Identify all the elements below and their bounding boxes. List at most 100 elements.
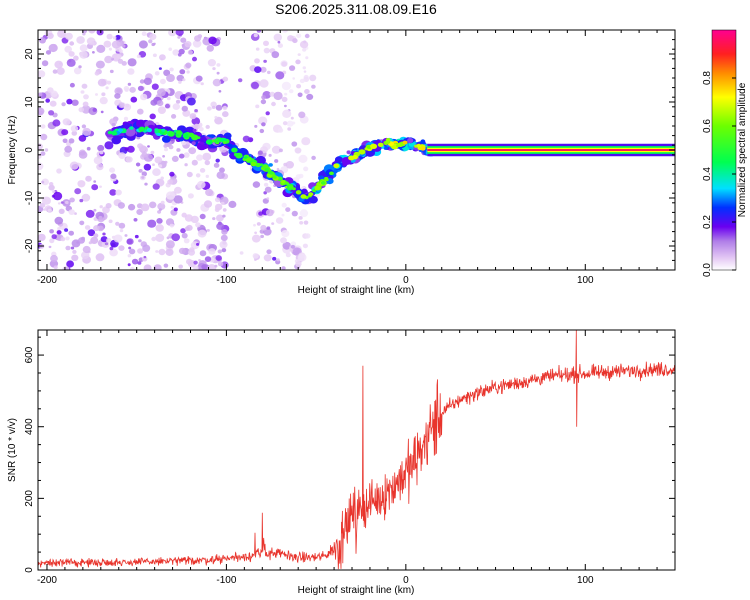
noise-blob xyxy=(207,59,216,67)
noise-blob xyxy=(305,56,309,60)
colorbar-cell xyxy=(712,111,736,113)
noise-blob xyxy=(219,240,228,249)
noise-blob xyxy=(281,96,288,103)
noise-blob xyxy=(171,233,180,242)
noise-blob xyxy=(165,248,174,256)
colorbar-cell xyxy=(712,142,736,144)
noise-blob xyxy=(118,49,123,53)
noise-blob xyxy=(298,173,304,179)
colorbar-cell xyxy=(712,187,736,189)
colorbar-cell xyxy=(712,200,736,202)
noise-blob xyxy=(45,50,52,55)
noise-blob xyxy=(134,234,139,239)
noise-blob xyxy=(81,105,91,114)
colorbar-cell xyxy=(712,172,736,174)
colorbar-cell xyxy=(712,99,736,101)
noise-blob xyxy=(170,205,174,209)
noise-blob xyxy=(74,212,77,215)
snr-marks xyxy=(38,330,675,570)
spectrogram-ytick-label: -10 xyxy=(24,190,35,205)
carrier-line xyxy=(427,149,675,151)
noise-blob xyxy=(211,105,216,109)
noise-blob xyxy=(273,33,282,42)
colorbar-cell xyxy=(712,114,736,116)
noise-blob xyxy=(197,229,207,238)
colorbar-cell xyxy=(712,155,736,157)
noise-blob xyxy=(73,67,82,75)
noise-blob xyxy=(274,159,279,163)
noise-blob xyxy=(95,60,105,69)
colorbar-cell xyxy=(712,67,736,69)
noise-blob xyxy=(53,44,57,47)
colorbar-cell xyxy=(712,185,736,187)
ridge-core xyxy=(333,163,340,169)
colorbar-cell xyxy=(712,216,736,218)
spectrogram-marks xyxy=(38,30,675,270)
noise-blob xyxy=(276,167,280,171)
noise-blob xyxy=(215,158,220,163)
noise-blob xyxy=(123,116,129,121)
noise-blob xyxy=(202,152,212,161)
colorbar-cell xyxy=(712,234,736,236)
noise-blob xyxy=(254,258,257,261)
ridge-blob xyxy=(420,139,426,144)
noise-blob xyxy=(69,161,79,170)
noise-blob xyxy=(273,91,283,101)
noise-blob xyxy=(266,197,270,200)
spectrogram-xtick-label: 100 xyxy=(577,275,594,286)
noise-blob xyxy=(54,216,64,225)
colorbar-cell xyxy=(712,65,736,67)
colorbar-cell xyxy=(712,117,736,119)
noise-blob xyxy=(222,208,227,212)
colorbar-cell xyxy=(712,205,736,207)
colorbar-cell xyxy=(712,153,736,155)
ridge-core xyxy=(312,189,317,193)
noise-blob xyxy=(175,30,184,36)
snr-ytick-label: 0 xyxy=(24,567,35,573)
colorbar-cell xyxy=(712,69,736,71)
noise-blob xyxy=(174,186,182,194)
colorbar-cell xyxy=(712,244,736,246)
spectrogram-ytick-label: 0 xyxy=(24,147,35,153)
ridge-blob xyxy=(191,141,196,145)
colorbar-cell xyxy=(712,108,736,110)
colorbar-cell xyxy=(712,33,736,35)
colorbar-cell xyxy=(712,212,736,214)
noise-blob xyxy=(115,221,120,226)
colorbar-cell xyxy=(712,64,736,66)
noise-blob xyxy=(110,173,117,180)
noise-blob xyxy=(151,236,157,242)
colorbar-cell xyxy=(712,158,736,160)
noise-blob xyxy=(64,32,73,40)
noise-blob xyxy=(299,209,309,218)
noise-blob xyxy=(266,249,272,255)
colorbar-cell xyxy=(712,58,736,60)
chart-title: S206.2025.311.08.09.E16 xyxy=(275,1,437,17)
noise-blob xyxy=(105,86,109,90)
colorbar-cell xyxy=(712,180,736,182)
noise-blob xyxy=(206,44,214,52)
noise-blob xyxy=(163,144,168,148)
noise-blob xyxy=(182,78,186,82)
noise-blob xyxy=(194,35,202,42)
noise-blob xyxy=(199,213,206,220)
ridge-blob xyxy=(383,145,389,150)
noise-blob xyxy=(152,168,161,177)
noise-blob xyxy=(222,105,228,111)
colorbar-cell xyxy=(712,268,736,270)
noise-blob xyxy=(159,54,166,61)
noise-blob xyxy=(186,171,193,178)
noise-blob xyxy=(288,89,294,94)
ridge-core xyxy=(222,141,227,144)
noise-blob xyxy=(82,32,86,36)
noise-blob xyxy=(127,263,131,267)
noise-blob xyxy=(102,232,106,236)
noise-blob xyxy=(195,222,201,228)
colorbar-cell xyxy=(712,136,736,138)
ridge-blob xyxy=(192,128,197,133)
colorbar-cell xyxy=(712,50,736,52)
noise-blob xyxy=(105,203,112,209)
ridge-core xyxy=(420,146,426,151)
noise-blob xyxy=(295,59,301,65)
noise-blob xyxy=(285,252,291,258)
